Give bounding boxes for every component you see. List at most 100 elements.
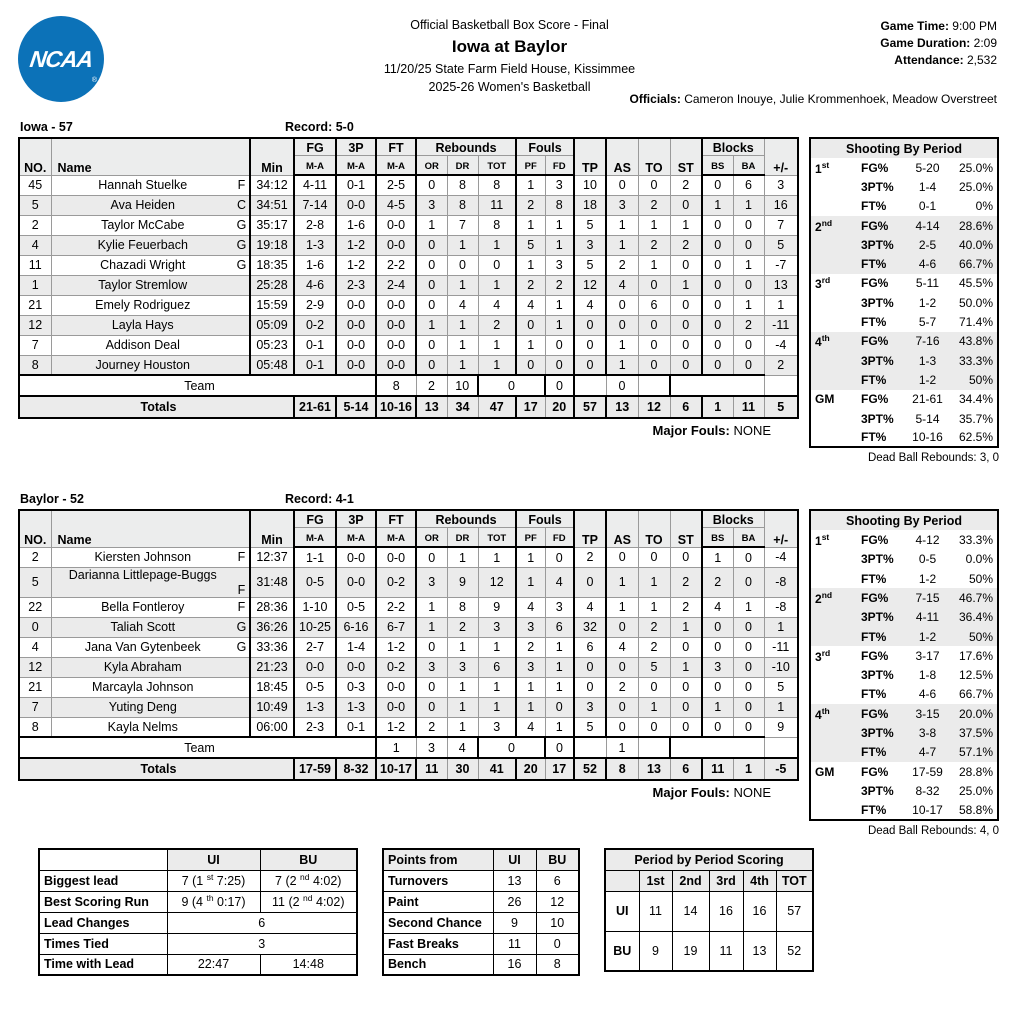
shooting-title: Shooting By Period [810, 510, 998, 531]
player-fg: 0-0 [293, 656, 337, 678]
shooting-period [810, 723, 857, 743]
player-ba: 2 [732, 314, 765, 336]
table-row[interactable]: 8 Kayla Nelms 06:00 2-3 0-1 1-2 2 1 3 4 1 5 0 0 0 0 0 9 [18, 716, 799, 738]
table-row[interactable]: 4 Kylie Feuerbach G 19:18 1-3 1-2 0-0 0 1 1 5 1 3 1 2 2… [18, 234, 799, 256]
shooting-period [810, 800, 857, 820]
col-subheader-dr: DR [446, 526, 479, 549]
shooting-stat-label: FT% [857, 626, 904, 647]
player-plusminus: -8 [763, 596, 799, 618]
table-row[interactable]: 22 Bella Fontleroy F 28:36 1-10 0-5 2-2 1 8 9 4 3 4 1… [18, 596, 799, 618]
table-row[interactable]: 7 Addison Deal 05:23 0-1 0-0 0-0 0 1 1 1 0 0 1 0 0 0 0 -4 [18, 334, 799, 356]
table-row[interactable]: 2 Kiersten Johnson F 12:37 1-1 0-0 0-0 0 1 1 1 0 2 0 0… [18, 546, 799, 568]
table-row[interactable]: 5 Darianna Littlepage-Buggs F 31:48 0-5 0-0 0-… [18, 566, 799, 598]
shooting-made-attempted: 10-16 [904, 428, 951, 448]
major-fouls-value: NONE [733, 785, 771, 801]
totals-or: 13 [415, 395, 448, 419]
player-pf: 4 [515, 294, 546, 316]
lead-row-label: Time with Lead [38, 953, 168, 976]
shooting-percent: 20.0% [951, 704, 998, 724]
table-row[interactable]: 0 Taliah Scott G 36:26 10-25 6-16 6-7 1 2 3 3 6 32 0 2… [18, 616, 799, 638]
player-as: 0 [605, 314, 639, 336]
shooting-period [810, 177, 857, 197]
col-subheader-tot: TOT [477, 526, 517, 549]
player-ft: 2-4 [375, 274, 417, 296]
shooting-made-attempted: 21-61 [904, 389, 951, 409]
player-or: 0 [415, 636, 448, 658]
lead-row-bu: 11 (2 nd 4:02) [259, 890, 358, 913]
player-name: Taylor McCabe [50, 214, 234, 236]
table-row[interactable]: 21 Marcayla Johnson 18:45 0-5 0-3 0-0 0 1 1 1 1 0 2 0… [18, 676, 799, 698]
player-pf: 1 [515, 334, 546, 356]
player-tot: 1 [477, 234, 517, 256]
table-row[interactable]: 8 Journey Houston 05:48 0-1 0-0 0-0 0 1 1 0 0 0 1 0 0 0… [18, 354, 799, 376]
lead-row-ui: 22:47 [166, 953, 261, 976]
points-from-label: Turnovers [382, 869, 494, 892]
player-plusminus: 2 [763, 354, 799, 376]
player-tp: 10 [573, 174, 607, 196]
table-row[interactable]: 5 Ava Heiden C 34:51 7-14 0-0 4-5 3 8 11 2 8 18 3 2 0 1 1… [18, 194, 799, 216]
player-ba: 1 [732, 194, 765, 216]
player-as: 0 [605, 716, 639, 738]
table-row[interactable]: 2 Taylor McCabe G 35:17 2-8 1-6 0-0 1 7 8 1 1 5 1 1 1 0 0… [18, 214, 799, 236]
player-or: 0 [415, 274, 448, 296]
player-tot: 1 [477, 334, 517, 356]
player-dr: 1 [446, 334, 479, 356]
player-dr: 3 [446, 656, 479, 678]
player-fd: 3 [544, 174, 575, 196]
player-fd: 6 [544, 616, 575, 638]
player-position [234, 274, 251, 296]
table-row[interactable]: 1 Taylor Stremlow 25:28 4-6 2-3 2-4 0 1 1 2 2 12 4 0 1… [18, 274, 799, 296]
table-row[interactable]: 45 Hannah Stuelke F 34:12 4-11 0-1 2-5 0 8 8 1 3 10 0… [18, 174, 799, 196]
player-fd: 1 [544, 234, 575, 256]
shooting-made-attempted: 1-4 [904, 177, 951, 197]
player-dr: 1 [446, 546, 479, 568]
table-row[interactable]: 4 Jana Van Gytenbeek G 33:36 2-7 1-4 1-2 0 1 1 2 1 6… [18, 636, 799, 658]
shooting-stat-label: 3PT% [857, 350, 904, 371]
player-ba: 0 [732, 274, 765, 296]
shooting-row: FT% 5-7 71.4% [810, 312, 998, 332]
player-position: G [234, 234, 251, 256]
player-fd: 1 [544, 676, 575, 698]
player-fd: 0 [544, 334, 575, 356]
table-row[interactable]: 12 Kyla Abraham 21:23 0-0 0-0 0-2 3 3 6 3 1 0 0 5 1 3 0-… [18, 656, 799, 678]
player-position: C [234, 194, 251, 216]
shooting-percent: 25.0% [951, 158, 998, 178]
matchup-title: Iowa at Baylor [451, 37, 568, 56]
player-position: F [234, 546, 251, 568]
table-row[interactable]: 7 Yuting Deng 10:49 1-3 1-3 0-0 0 1 1 1 0 3 0 1 0 1 0 1 [18, 696, 799, 718]
player-min: 15:59 [249, 294, 295, 316]
bottom-summary-tables: UI BU Biggest lead 7 (1 st 7:25) 7 (2 nd 4:0… [38, 848, 814, 976]
player-pf: 1 [515, 696, 546, 718]
shooting-row: 3PT% 1-3 33.3% [810, 350, 998, 371]
shooting-row: FT% 0-1 0% [810, 196, 998, 216]
player-ba: 0 [732, 636, 765, 658]
player-number: 21 [18, 294, 52, 316]
shooting-row: FT% 1-2 50% [810, 569, 998, 589]
shooting-percent: 66.7% [951, 684, 998, 705]
shooting-row: FT% 1-2 50% [810, 370, 998, 390]
shooting-percent: 57.1% [951, 742, 998, 763]
shooting-stat-label: FT% [857, 569, 904, 589]
col-header-name: Name [50, 509, 251, 548]
player-dr: 1 [446, 636, 479, 658]
player-name: Bella Fontleroy [50, 596, 234, 618]
totals-plusminus: 5 [763, 395, 799, 419]
table-row[interactable]: 11 Chazadi Wright G 18:35 1-6 1-2 2-2 0 0 0 1 3 5 2 1 0… [18, 254, 799, 276]
player-tot: 8 [477, 214, 517, 236]
player-number: 12 [18, 314, 52, 336]
table-row[interactable]: 21 Emely Rodriguez 15:59 2-9 0-0 0-0 0 4 4 4 1 4 0 6 0… [18, 294, 799, 316]
points-from-col-bu: BU [535, 848, 580, 871]
table-row[interactable]: 12 Layla Hays 05:09 0-2 0-0 0-0 1 1 2 0 1 0 0 0 0 0 2 -11 [18, 314, 799, 336]
player-plusminus: 7 [763, 214, 799, 236]
lead-row: Times Tied 3 [38, 932, 358, 955]
totals-label: Totals [18, 757, 294, 781]
player-fg: 2-3 [293, 716, 337, 738]
player-position: F [234, 596, 251, 618]
player-tot: 4 [477, 294, 517, 316]
team-to: 1 [605, 736, 639, 759]
player-or: 0 [415, 354, 448, 376]
player-as: 0 [605, 656, 639, 678]
shooting-period [810, 549, 857, 570]
player-as: 0 [605, 546, 639, 568]
team-blocks [669, 374, 765, 397]
